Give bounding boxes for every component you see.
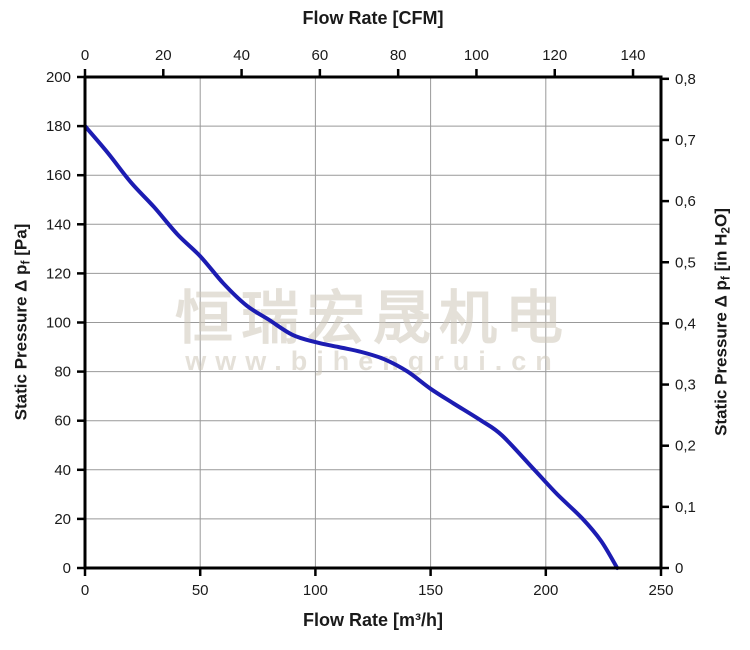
top-tick-label: 0: [81, 47, 89, 64]
left-tick-label: 160: [46, 167, 71, 184]
right-tick-label: 0,3: [675, 377, 696, 394]
right-tick-label: 0,1: [675, 499, 696, 516]
right-tick-label: 0,6: [675, 193, 696, 210]
right-tick-label: 0,4: [675, 315, 696, 332]
left-tick-label: 40: [54, 462, 71, 479]
left-tick-label: 60: [54, 413, 71, 430]
right-tick-label: 0,8: [675, 71, 696, 88]
bottom-tick-label: 250: [648, 582, 673, 599]
right-tick-label: 0,7: [675, 132, 696, 149]
top-tick-label: 100: [464, 47, 489, 64]
right-tick-label: 0,5: [675, 254, 696, 271]
watermark-url-text: www.bjhengrui.cn: [184, 346, 561, 376]
left-tick-label: 80: [54, 364, 71, 381]
bottom-tick-label: 150: [418, 582, 443, 599]
top-tick-label: 20: [155, 47, 172, 64]
top-tick-label: 140: [621, 47, 646, 64]
left-tick-label: 200: [46, 69, 71, 86]
left-tick-label: 20: [54, 511, 71, 528]
watermark-company-text: 恒瑞宏晟机电: [175, 286, 571, 351]
left-tick-label: 0: [63, 560, 71, 577]
bottom-tick-label: 100: [303, 582, 328, 599]
right-tick-label: 0: [675, 560, 683, 577]
top-tick-label: 120: [542, 47, 567, 64]
bottom-tick-label: 50: [192, 582, 209, 599]
left-tick-label: 140: [46, 216, 71, 233]
left-tick-label: 180: [46, 118, 71, 135]
bottom-tick-label: 0: [81, 582, 89, 599]
left-tick-label: 120: [46, 265, 71, 282]
top-tick-label: 60: [312, 47, 329, 64]
right-tick-label: 0,2: [675, 438, 696, 455]
pressure-curve: [83, 124, 620, 570]
bottom-tick-label: 200: [533, 582, 558, 599]
left-tick-label: 100: [46, 315, 71, 332]
bottom-axis-title: Flow Rate [m³/h]: [303, 610, 443, 630]
top-tick-label: 80: [390, 47, 407, 64]
top-axis-title: Flow Rate [CFM]: [302, 8, 444, 28]
top-tick-label: 40: [233, 47, 250, 64]
